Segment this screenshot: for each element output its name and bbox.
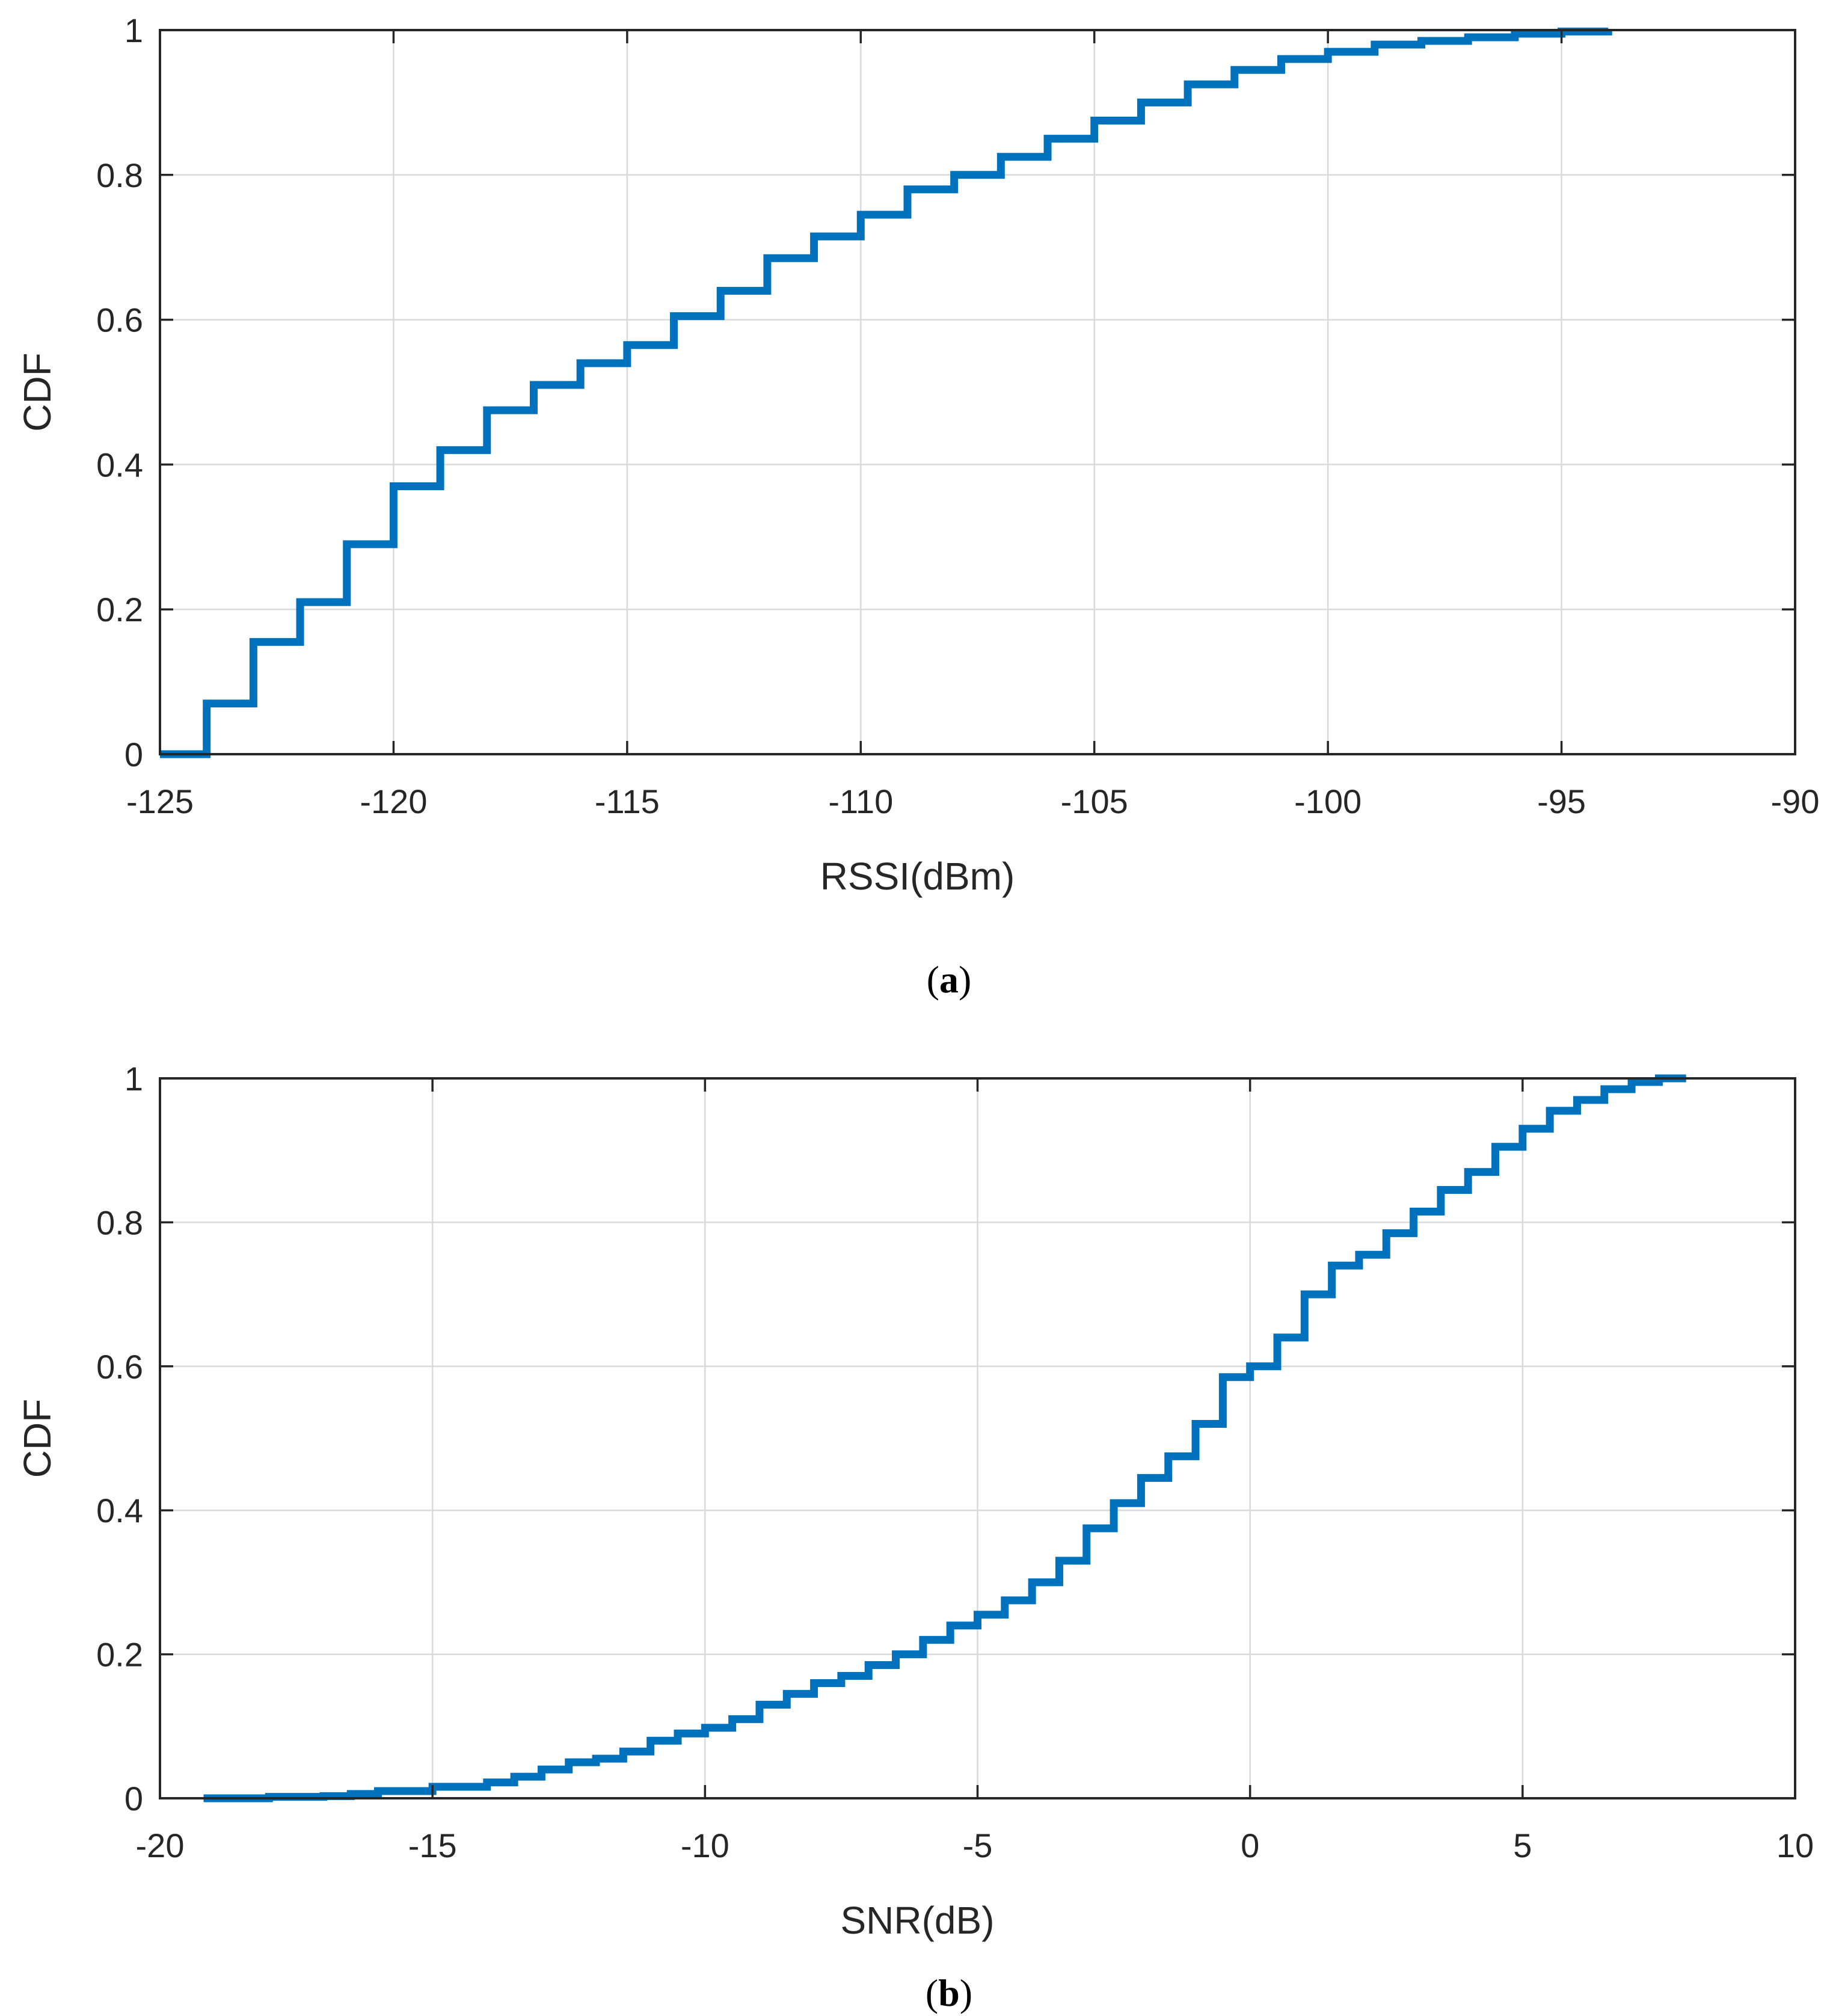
x-tick-label: -10 xyxy=(681,1827,729,1864)
panel-a-caption: (a) xyxy=(927,958,972,1001)
panel-b-grid xyxy=(160,1078,1795,1798)
x-tick-label: -90 xyxy=(1771,782,1820,820)
cdf-step-line xyxy=(160,27,1612,758)
y-tick-label: 0.6 xyxy=(96,301,143,339)
x-tick-label: -110 xyxy=(828,782,893,820)
y-tick-label: 1 xyxy=(124,1060,143,1098)
y-tick-label: 0.8 xyxy=(96,156,143,194)
y-tick-label: 0.6 xyxy=(96,1348,143,1386)
x-tick-label: -15 xyxy=(408,1827,457,1864)
panel-b-chart: -20 -15 -10 -5 0 5 10 0 0.2 0.4 0.6 0.8 1 CDF SNR(dB… xyxy=(16,1060,1814,2014)
panel-a-chart: -125 -120 -115 -110 -105 -100 -95 -90 0 0.2 0.4 0.6… xyxy=(16,11,1819,1001)
panel-b-caption-letter: b xyxy=(938,1971,960,2014)
x-tick-label: -100 xyxy=(1294,782,1362,820)
y-tick-label: 0 xyxy=(124,736,143,773)
y-tick-label: 0.2 xyxy=(96,1636,143,1674)
y-tick-label: 0.8 xyxy=(96,1203,143,1241)
x-tick-label: -20 xyxy=(136,1827,185,1864)
x-tick-label: 10 xyxy=(1776,1827,1814,1864)
panel-b-y-axis-label: CDF xyxy=(16,1399,59,1478)
panel-a-grid xyxy=(160,30,1795,754)
panel-b-caption: (b) xyxy=(926,1971,972,2014)
panel-a-x-axis-label: RSSI(dBm) xyxy=(820,855,1015,898)
panel-a-caption-letter: a xyxy=(939,958,959,1001)
y-tick-label: 1 xyxy=(124,11,143,49)
x-tick-label: -115 xyxy=(595,782,660,820)
panel-b-x-axis-label: SNR(dB) xyxy=(840,1899,994,1942)
x-tick-label: 0 xyxy=(1241,1827,1259,1864)
y-tick-label: 0.4 xyxy=(96,1492,143,1529)
panel-b-series xyxy=(203,1074,1686,1802)
x-tick-label: -5 xyxy=(963,1827,993,1864)
panel-a-series xyxy=(160,27,1612,758)
x-tick-label: 5 xyxy=(1513,1827,1532,1864)
panel-b-ticks: -20 -15 -10 -5 0 5 10 0 0.2 0.4 0.6 0.8 1 xyxy=(96,1060,1814,1864)
cdf-step-line xyxy=(203,1074,1686,1802)
x-tick-label: -120 xyxy=(360,782,427,820)
y-tick-label: 0 xyxy=(124,1780,143,1818)
y-tick-label: 0.4 xyxy=(96,446,143,484)
x-tick-label: -125 xyxy=(126,782,194,820)
y-tick-label: 0.2 xyxy=(96,591,143,628)
panel-a-y-axis-label: CDF xyxy=(16,352,59,432)
panel-a-ticks: -125 -120 -115 -110 -105 -100 -95 -90 0 0.2 0.4 0.6… xyxy=(96,11,1819,820)
x-tick-label: -95 xyxy=(1537,782,1586,820)
x-tick-label: -105 xyxy=(1061,782,1128,820)
panel-a-axes-frame xyxy=(159,29,1796,755)
